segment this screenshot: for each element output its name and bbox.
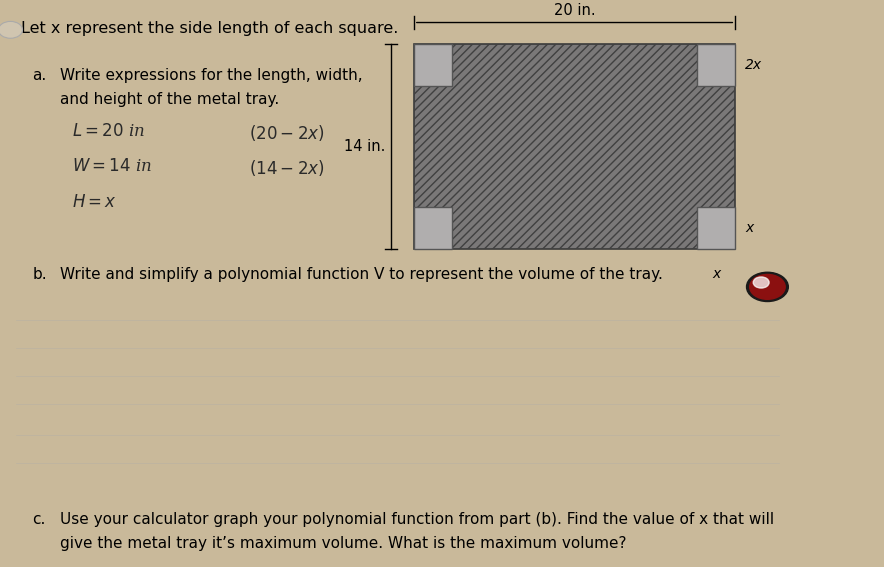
Text: a.: a.	[32, 68, 46, 83]
Circle shape	[746, 272, 789, 302]
Bar	[414, 44, 735, 249]
Bar	[414, 44, 735, 249]
Circle shape	[0, 22, 22, 38]
Text: Use your calculator graph your polynomial function from part (b). Find the value: Use your calculator graph your polynomia…	[60, 512, 774, 527]
Text: give the metal tray it’s maximum volume. What is the maximum volume?: give the metal tray it’s maximum volume.…	[60, 536, 627, 551]
Text: and height of the metal tray.: and height of the metal tray.	[60, 92, 279, 107]
Text: $(14-2x)$: $(14-2x)$	[249, 158, 324, 178]
Text: b.: b.	[32, 266, 47, 282]
Text: 14 in.: 14 in.	[344, 139, 385, 154]
Text: 20 in.: 20 in.	[553, 3, 596, 18]
Text: x: x	[745, 221, 753, 235]
Text: $H= x$: $H= x$	[72, 193, 118, 210]
Bar	[697, 44, 735, 86]
Circle shape	[750, 274, 785, 299]
Text: x: x	[712, 267, 720, 281]
Bar	[414, 44, 453, 86]
Text: $W= 14$ in: $W= 14$ in	[72, 158, 152, 175]
Text: c.: c.	[32, 512, 45, 527]
Circle shape	[753, 277, 769, 288]
Text: $(20-2x)$: $(20-2x)$	[249, 122, 324, 143]
Bar	[414, 207, 453, 249]
Text: Write and simplify a polynomial function V to represent the volume of the tray.: Write and simplify a polynomial function…	[60, 266, 663, 282]
Text: 2x: 2x	[745, 58, 762, 72]
Text: Let x represent the side length of each square.: Let x represent the side length of each …	[21, 20, 399, 36]
Bar	[697, 207, 735, 249]
Text: $L = 20$ in: $L = 20$ in	[72, 122, 145, 139]
Text: Write expressions for the length, width,: Write expressions for the length, width,	[60, 68, 363, 83]
